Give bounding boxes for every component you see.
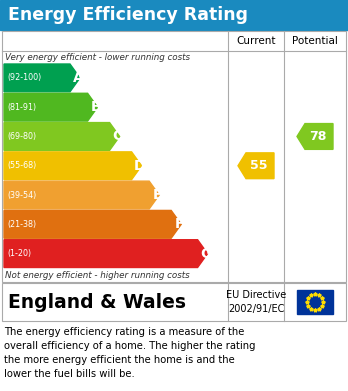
Text: The energy efficiency rating is a measure of the
overall efficiency of a home. T: The energy efficiency rating is a measur… [4,327,255,379]
Text: (92-100): (92-100) [7,74,41,83]
Polygon shape [4,240,208,267]
Text: B: B [90,100,101,114]
Text: 55: 55 [250,159,268,172]
Polygon shape [4,122,120,151]
Text: England & Wales: England & Wales [8,292,186,312]
Text: Potential: Potential [292,36,338,46]
Polygon shape [238,153,274,179]
Bar [0,0,348,30]
Text: (1-20): (1-20) [7,249,31,258]
Text: D: D [134,159,145,173]
Bar [297,290,333,314]
Text: Energy Efficiency Rating: Energy Efficiency Rating [8,6,248,24]
Text: A: A [73,71,84,85]
Text: 78: 78 [309,130,327,143]
Text: E: E [152,188,162,202]
Text: EU Directive
2002/91/EC: EU Directive 2002/91/EC [226,291,286,314]
Polygon shape [4,93,97,121]
Text: (39-54): (39-54) [7,190,36,199]
Bar [2,31,346,282]
Text: Current: Current [236,36,276,46]
Polygon shape [4,64,80,92]
Polygon shape [4,181,159,209]
Text: G: G [200,247,211,261]
Text: Not energy efficient - higher running costs: Not energy efficient - higher running co… [5,271,190,280]
Text: (21-38): (21-38) [7,220,36,229]
Polygon shape [4,210,181,238]
Text: (55-68): (55-68) [7,161,36,170]
Text: F: F [174,217,184,231]
Text: (69-80): (69-80) [7,132,36,141]
Polygon shape [4,152,142,179]
Text: (81-91): (81-91) [7,103,36,112]
Polygon shape [297,124,333,149]
Text: Very energy efficient - lower running costs: Very energy efficient - lower running co… [5,53,190,62]
Text: C: C [112,129,123,143]
Bar [2,283,346,321]
